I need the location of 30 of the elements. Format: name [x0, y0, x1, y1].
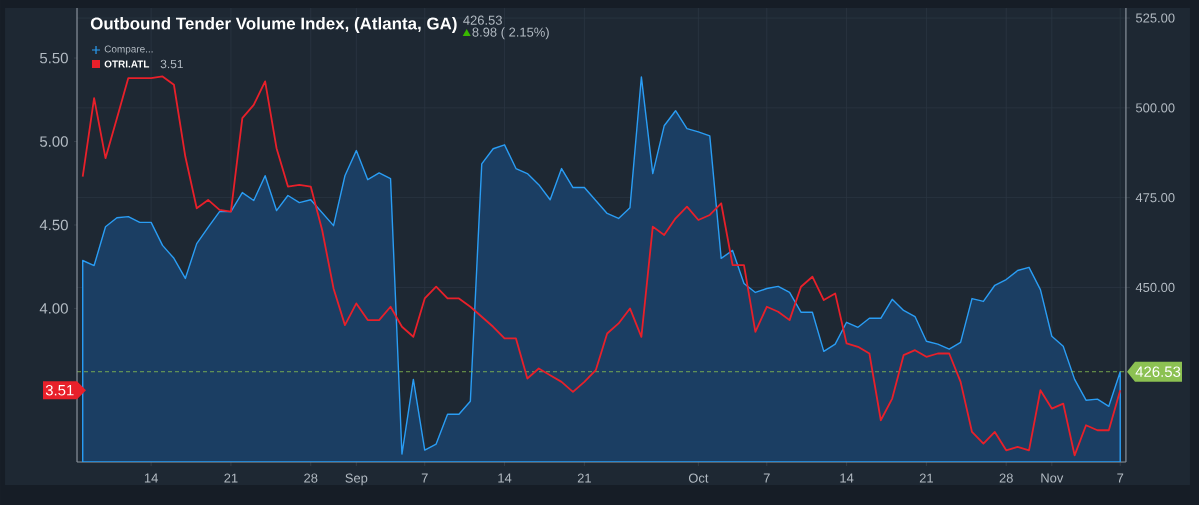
y-tick-label: 5.50: [40, 52, 68, 64]
text: 3.51: [45, 384, 74, 396]
x-tick-label: 14: [840, 473, 854, 483]
x-tick-label: 7: [1117, 473, 1124, 483]
x-tick-label: Sep: [345, 473, 368, 486]
x-tick-label: 28: [999, 473, 1013, 483]
text: Outbound Tender Volume Index, (Atlanta, GA): [90, 17, 457, 33]
x-tick-label: 28: [304, 473, 318, 483]
x-tick-label: Oct: [688, 473, 709, 483]
y2-tick-label: 450.00: [1135, 282, 1175, 293]
annotation: 3.51: [160, 59, 183, 69]
y-tick-label: 4.00: [39, 303, 68, 314]
annotation: 8.98 ( 2.15%): [472, 27, 549, 40]
x-tick-label: 14: [144, 473, 158, 483]
y2-tick-label: 475.00: [1135, 193, 1175, 203]
x-tick-label: 7: [763, 473, 770, 483]
x-tick-label: 21: [577, 473, 591, 483]
legend-label: OTRI.ATL: [104, 60, 150, 68]
y2-tick-label: 525.00: [1135, 13, 1175, 23]
x-tick-label: 7: [421, 473, 428, 483]
x-tick-label: 14: [498, 473, 512, 483]
x-tick-label: 21: [224, 473, 238, 483]
annotation: Compare...: [104, 45, 153, 55]
annotation: 426.53: [463, 15, 502, 25]
ref-line-label: 426.53: [1135, 366, 1181, 378]
y-tick-label: 4.50: [39, 219, 68, 231]
y-tick-label: 5.00: [40, 136, 68, 147]
y2-tick-label: 500.00: [1135, 103, 1175, 113]
x-tick-label: Nov: [1041, 473, 1064, 483]
x-tick-label: 21: [919, 473, 933, 483]
